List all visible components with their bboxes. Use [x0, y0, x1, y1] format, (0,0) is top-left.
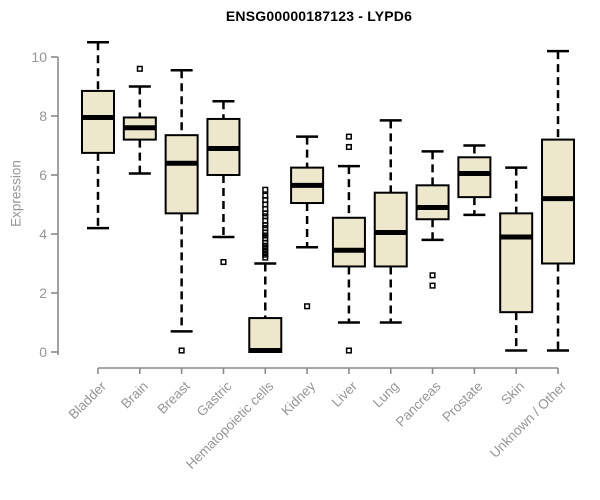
x-tick-label-brain: Brain [118, 379, 151, 412]
y-tick-label: 0 [39, 344, 47, 360]
outlier-point [429, 282, 436, 289]
outlier-point [178, 347, 185, 354]
box-plot-prostate [457, 144, 492, 217]
x-tick-label-skin: Skin [498, 379, 527, 408]
box-plot-skin [499, 166, 534, 352]
outlier-point [136, 65, 143, 72]
y-tick-label: 6 [39, 167, 47, 183]
box-iqr [373, 191, 408, 268]
outlier-point [262, 254, 269, 261]
box-iqr [164, 134, 199, 215]
outlier-point [262, 186, 269, 193]
outlier-point [345, 143, 352, 151]
outlier-point [429, 272, 436, 279]
x-tick-label-kidney: Kidney [278, 378, 318, 418]
box-plot-bladder [81, 41, 115, 230]
x-tick-label-liver: Liver [329, 378, 361, 410]
x-tick-label-unknown-other: Unknown / Other [487, 378, 570, 461]
box-iqr [415, 184, 450, 221]
x-tick-label-pancreas: Pancreas [393, 378, 444, 429]
outlier-point [220, 258, 227, 266]
x-tick-label-bladder: Bladder [66, 378, 110, 422]
box-plot-lung [373, 119, 408, 324]
y-tick-label: 10 [31, 49, 47, 65]
x-tick-label-lung: Lung [370, 379, 402, 411]
box-iqr [499, 212, 534, 314]
chart-title: ENSG00000187123 - LYPD6 [225, 8, 413, 24]
box-plot-kidney [290, 135, 325, 310]
outlier-point [345, 347, 352, 354]
y-tick-label: 8 [39, 108, 47, 124]
box-iqr [248, 317, 283, 354]
box-iqr [541, 138, 576, 265]
outlier-point [345, 133, 352, 140]
box-plot-unknown-other [541, 49, 576, 352]
box-plot-pancreas [415, 150, 450, 289]
box-plot-liver [331, 133, 366, 354]
x-tick-label-gastric: Gastric [194, 378, 235, 419]
x-tick-label-breast: Breast [155, 378, 193, 416]
x-tick-label-prostate: Prostate [439, 379, 485, 425]
y-tick-label: 4 [39, 226, 47, 242]
box-plot-brain [122, 65, 157, 175]
box-plot-breast [164, 69, 199, 354]
box-plot-hematopoietic-cells [248, 186, 283, 354]
box-iqr [81, 89, 115, 154]
outlier-point [304, 303, 311, 310]
box-plot-gastric [206, 100, 241, 266]
box-iqr [457, 156, 492, 199]
y-tick-label: 2 [39, 285, 47, 301]
box-iqr [331, 216, 366, 268]
